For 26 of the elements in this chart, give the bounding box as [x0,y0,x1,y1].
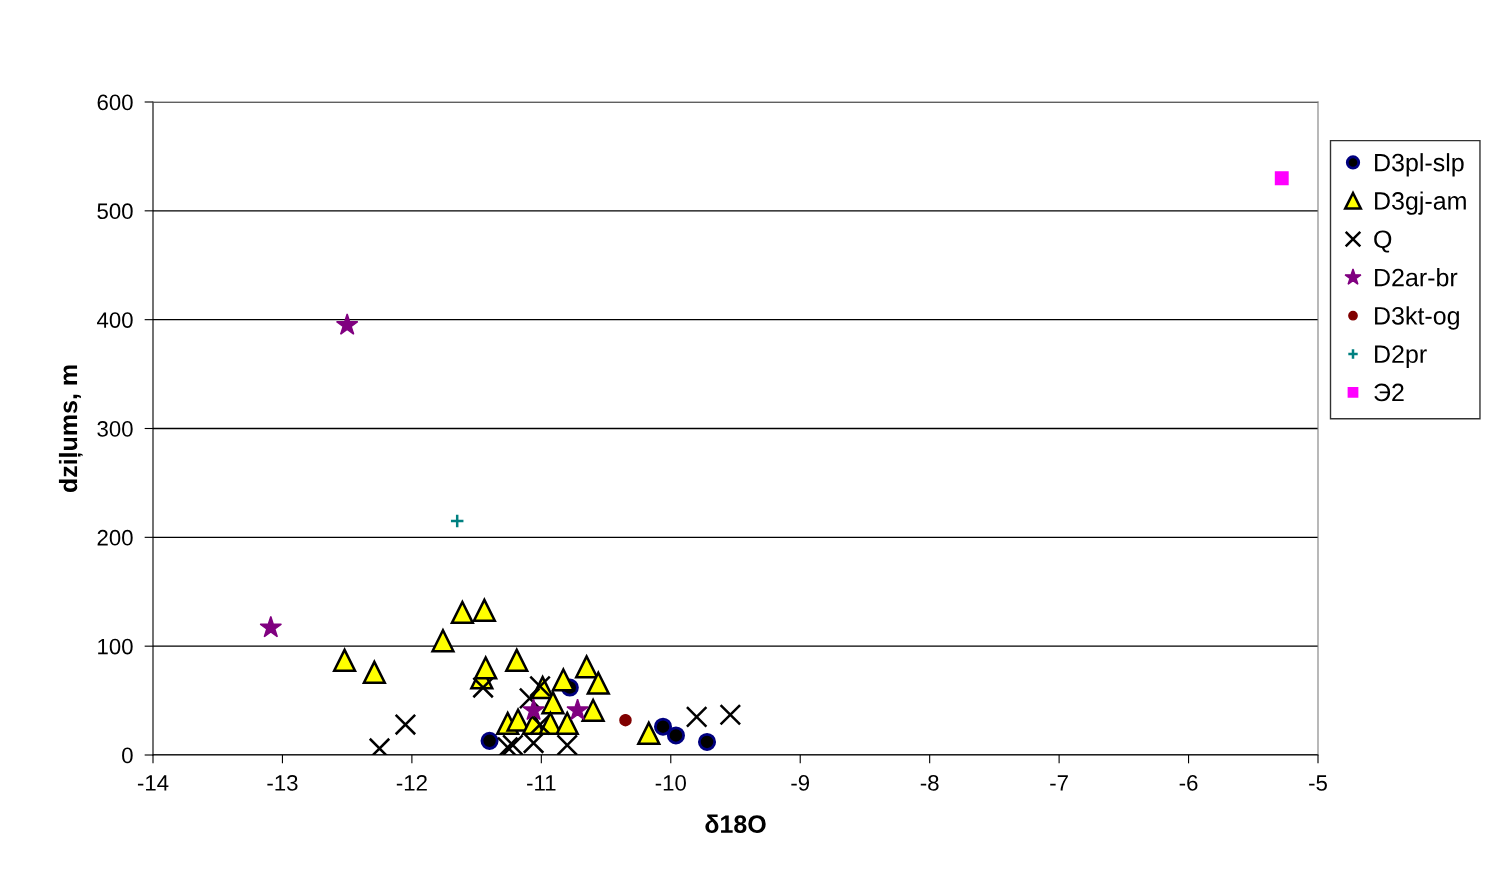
legend-label: D2ar-br [1375,268,1458,287]
y-tick-label: 0 [122,747,133,764]
x-tick-label: -9 [791,775,810,791]
x-tick-label: -13 [267,775,298,791]
legend-label: D3kt-og [1375,306,1459,330]
x-tick-label: -8 [920,775,939,791]
y-tick-label: 100 [98,638,133,655]
legend-label: D3pl-slp [1375,153,1464,177]
legend-label: D3gj-am [1375,191,1466,215]
legend-label: Э2 [1374,383,1404,402]
x-tick-label: -14 [137,775,169,791]
x-tick-label: -12 [396,775,427,791]
x-axis-title: δ18O [705,814,766,833]
x-tick-label: -5 [1309,775,1327,791]
y-tick-label: 400 [96,312,133,328]
x-tick-label: -7 [1050,775,1068,791]
x-tick-label: -6 [1179,775,1198,791]
legend-label: Q [1374,230,1392,253]
x-tick-label: -10 [655,775,686,791]
y-tick-label: 200 [97,529,133,546]
x-tick-label: -11 [527,775,556,791]
y-tick-label: 500 [97,203,133,220]
legend-label: D2pr [1375,345,1427,368]
y-tick-label: 300 [97,421,133,437]
y-tick-label: 600 [97,94,133,111]
y-axis-title: dziļums, m [58,365,83,493]
